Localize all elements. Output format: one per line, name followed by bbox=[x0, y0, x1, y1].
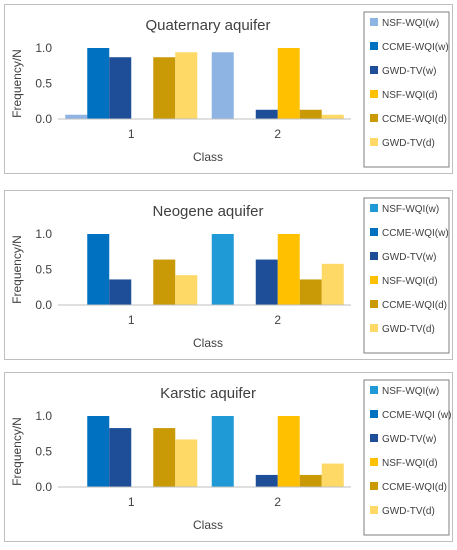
x-tick-label: 2 bbox=[274, 495, 281, 509]
y-tick-label: 0.0 bbox=[35, 112, 52, 126]
legend-label: CCME-WQI (w) bbox=[382, 410, 451, 421]
bar bbox=[299, 279, 322, 305]
bar bbox=[321, 114, 344, 119]
legend-swatch bbox=[370, 458, 378, 466]
bar bbox=[211, 52, 234, 120]
bar bbox=[65, 114, 88, 119]
y-tick-label: 1.0 bbox=[35, 41, 52, 55]
bar bbox=[109, 428, 132, 487]
legend-label: GWD-TV(w) bbox=[382, 434, 436, 445]
legend-label: NSF-WQI(w) bbox=[382, 18, 439, 29]
legend-label: CCME-WQI(w) bbox=[382, 228, 449, 239]
y-tick-label: 0.0 bbox=[35, 480, 52, 494]
legend-swatch bbox=[370, 18, 378, 26]
legend-label: GWD-TV(d) bbox=[382, 506, 435, 517]
bar bbox=[109, 57, 132, 119]
chart-karstic-aquifer: Karstic aquifer Frequency/N 0.0 0.5 1.0 1 2 Cla… bbox=[10, 379, 451, 536]
chart-title: Quaternary aquifer bbox=[145, 17, 270, 34]
chart-panel-karstic: Karstic aquifer Frequency/N 0.0 0.5 1.0 1 2 Cla… bbox=[4, 372, 453, 542]
bar bbox=[175, 439, 198, 487]
y-axis-label: Frequency/N bbox=[10, 417, 24, 486]
bar bbox=[321, 463, 344, 487]
legend-swatch bbox=[370, 386, 378, 394]
legend-box bbox=[363, 197, 450, 354]
legend-label: NSF-WQI(d) bbox=[382, 276, 438, 287]
y-tick-label: 0.0 bbox=[35, 298, 52, 312]
bar bbox=[109, 279, 132, 305]
legend-swatch bbox=[370, 434, 378, 442]
bar bbox=[153, 259, 176, 305]
x-axis-label: Class bbox=[193, 336, 223, 350]
x-tick-label: 2 bbox=[274, 127, 281, 141]
legend-label: CCME-WQI(d) bbox=[382, 300, 447, 311]
bar bbox=[153, 428, 176, 487]
x-tick-label: 2 bbox=[274, 313, 281, 327]
legend-swatch bbox=[370, 66, 378, 74]
bar bbox=[255, 474, 278, 487]
legend-label: NSF-WQI(d) bbox=[382, 458, 438, 469]
y-tick-label: 1.0 bbox=[35, 409, 52, 423]
bar bbox=[277, 48, 300, 119]
bar bbox=[255, 259, 278, 305]
y-tick-label: 0.5 bbox=[35, 263, 52, 277]
bar bbox=[211, 416, 234, 487]
chart-quaternary-aquifer: Quaternary aquifer Frequency/N 0.0 0.5 1.0 1 2… bbox=[10, 11, 450, 168]
legend-swatch bbox=[370, 252, 378, 260]
legend-label: NSF-WQI(d) bbox=[382, 90, 438, 101]
bar bbox=[321, 263, 344, 305]
legend-label: GWD-TV(d) bbox=[382, 138, 435, 149]
legend-label: GWD-TV(d) bbox=[382, 324, 435, 335]
bar bbox=[299, 109, 322, 119]
bar bbox=[277, 416, 300, 487]
y-axis-label: Frequency/N bbox=[10, 49, 24, 118]
legend-swatch bbox=[370, 138, 378, 146]
legend-swatch bbox=[370, 276, 378, 284]
x-tick-label: 1 bbox=[128, 127, 135, 141]
bar bbox=[255, 109, 278, 119]
chart-panel-neogene: Neogene aquifer Frequency/N 0.0 0.5 1.0 1 2 Cla… bbox=[4, 190, 453, 360]
legend-label: GWD-TV(w) bbox=[382, 252, 436, 263]
y-tick-label: 0.5 bbox=[35, 445, 52, 459]
legend-swatch bbox=[370, 410, 378, 418]
legend-swatch bbox=[370, 324, 378, 332]
legend-swatch bbox=[370, 90, 378, 98]
chart-title: Neogene aquifer bbox=[153, 203, 264, 220]
legend-label: CCME-WQI(w) bbox=[382, 42, 449, 53]
chart-neogene-aquifer: Neogene aquifer Frequency/N 0.0 0.5 1.0 1 2 Cla… bbox=[10, 197, 450, 354]
y-tick-label: 0.5 bbox=[35, 77, 52, 91]
legend-swatch bbox=[370, 204, 378, 212]
x-axis-label: Class bbox=[193, 518, 223, 532]
legend-swatch bbox=[370, 300, 378, 308]
bar bbox=[299, 474, 322, 487]
y-tick-label: 1.0 bbox=[35, 227, 52, 241]
legend-label: CCME-WQI(d) bbox=[382, 114, 447, 125]
x-tick-label: 1 bbox=[128, 495, 135, 509]
bar bbox=[175, 275, 198, 305]
bar bbox=[175, 52, 198, 120]
bar bbox=[87, 48, 110, 119]
legend-label: NSF-WQI(w) bbox=[382, 204, 439, 215]
legend-box bbox=[363, 379, 450, 536]
bar bbox=[277, 234, 300, 305]
chart-panel-quaternary: Quaternary aquifer Frequency/N 0.0 0.5 1.0 1 2… bbox=[4, 4, 453, 174]
bar bbox=[87, 234, 110, 305]
bar bbox=[211, 234, 234, 305]
bar bbox=[153, 57, 176, 119]
bar bbox=[87, 416, 110, 487]
x-axis-label: Class bbox=[193, 150, 223, 164]
y-axis-label: Frequency/N bbox=[10, 235, 24, 304]
legend-swatch bbox=[370, 42, 378, 50]
legend-swatch bbox=[370, 506, 378, 514]
x-tick-label: 1 bbox=[128, 313, 135, 327]
chart-title: Karstic aquifer bbox=[160, 385, 256, 402]
legend-swatch bbox=[370, 482, 378, 490]
legend-label: CCME-WQI(d) bbox=[382, 482, 447, 493]
legend-label: GWD-TV(w) bbox=[382, 66, 436, 77]
legend-box bbox=[363, 11, 450, 168]
legend-swatch bbox=[370, 228, 378, 236]
legend-swatch bbox=[370, 114, 378, 122]
legend-label: NSF-WQI(w) bbox=[382, 386, 439, 397]
